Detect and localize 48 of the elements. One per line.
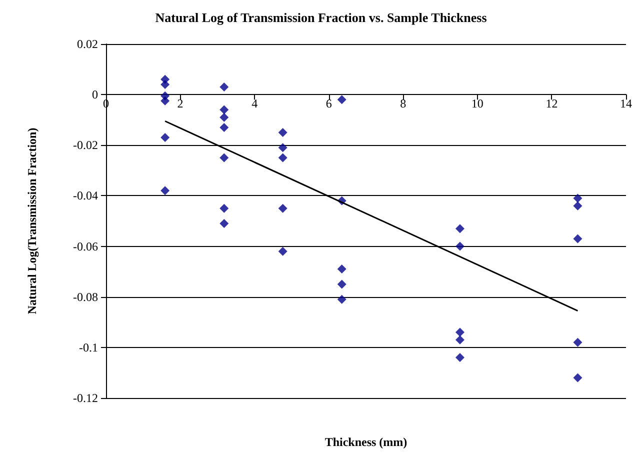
point: [160, 96, 170, 106]
point: [160, 80, 170, 89]
point: [337, 280, 346, 289]
x-tick-label: 12: [546, 96, 558, 111]
point: [573, 373, 582, 382]
point: [337, 294, 346, 304]
point: [220, 153, 229, 162]
point: [337, 264, 346, 274]
point: [278, 153, 288, 162]
y-tick-label: 0.02: [77, 37, 98, 51]
point: [455, 335, 464, 344]
y-tick-label: -0.1: [79, 340, 98, 354]
point: [455, 328, 464, 337]
point: [573, 201, 582, 210]
point: [278, 204, 288, 213]
point: [220, 82, 229, 92]
point: [573, 338, 582, 347]
point: [160, 133, 170, 142]
point: [278, 246, 288, 256]
y-tick-label: -0.12: [73, 391, 98, 405]
x-tick-label: 4: [252, 96, 258, 111]
point: [160, 186, 170, 196]
y-tick-label: 0: [92, 88, 98, 102]
y-tick-label: -0.02: [73, 138, 98, 152]
x-tick-label: 8: [400, 96, 406, 111]
point: [278, 143, 288, 152]
point: [455, 353, 464, 362]
x-tick-label: 2: [177, 96, 184, 111]
chart-title: Natural Log of Transmission Fraction vs. Sample Thickness: [155, 10, 487, 25]
point: [573, 234, 582, 244]
point: [220, 112, 229, 122]
y-axis-title: Natural Log(Transmission Fraction): [25, 128, 39, 314]
y-tick-label: -0.06: [73, 239, 98, 254]
point: [220, 122, 229, 132]
x-tick-label: 6: [326, 96, 332, 111]
x-axis-title: Thickness (mm): [324, 435, 408, 449]
point: [455, 242, 464, 251]
x-tick-label: 14: [620, 96, 632, 111]
point: [278, 128, 288, 137]
point: [220, 204, 229, 213]
point: [573, 194, 582, 203]
point: [220, 105, 229, 114]
point: [455, 224, 464, 234]
x-tick-label: 10: [471, 96, 484, 111]
y-tick-label: -0.04: [73, 188, 98, 203]
point: [337, 95, 346, 104]
y-tick-label: -0.08: [73, 290, 98, 304]
point: [220, 219, 229, 228]
